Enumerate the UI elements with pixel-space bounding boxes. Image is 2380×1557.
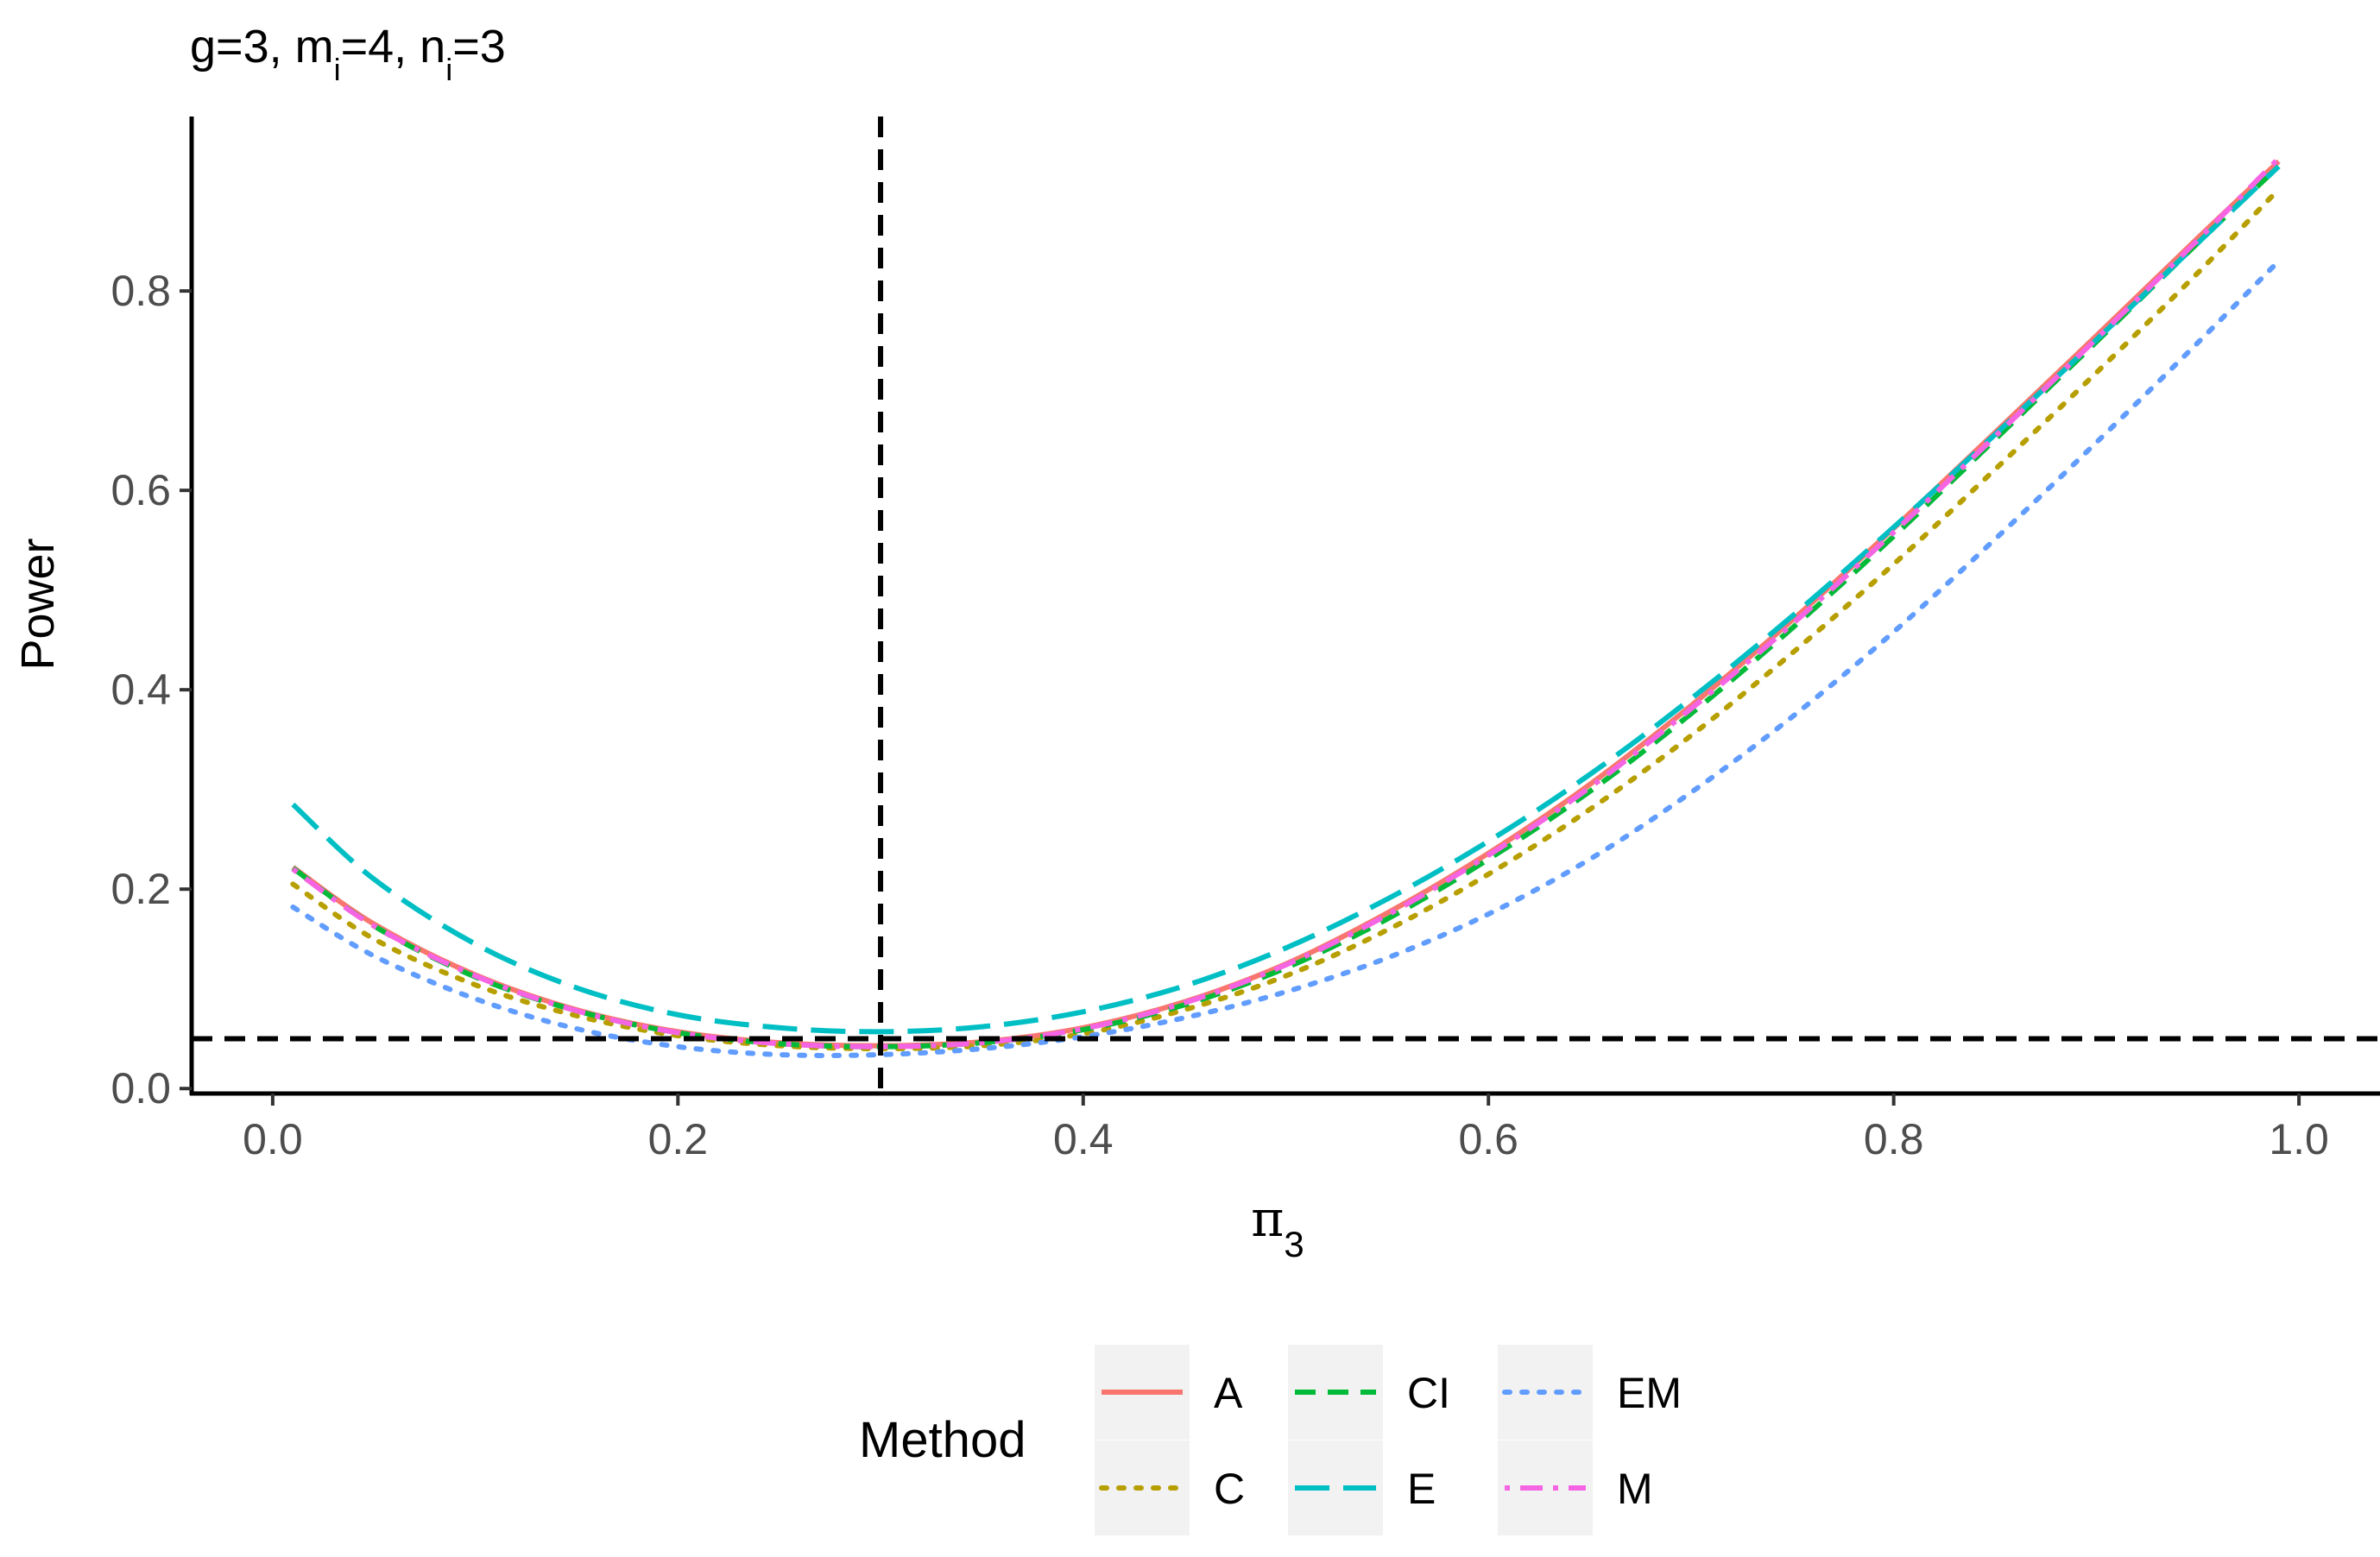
- series-line-ci: [291, 164, 2281, 1050]
- series-line-c: [290, 186, 2282, 1052]
- x-axis-title-subscript: 3: [1284, 1224, 1304, 1264]
- legend-label-c: C: [1214, 1465, 1245, 1513]
- reference-lines: [192, 117, 2380, 1094]
- x-tick-label: 1.0: [2269, 1115, 2329, 1163]
- y-tick-label: 0.2: [110, 865, 171, 913]
- series-line-a: [291, 159, 2281, 1049]
- chart-title-part-3: =3: [452, 21, 506, 72]
- series-line-em: [290, 258, 2282, 1058]
- y-axis-title: Power: [12, 538, 64, 670]
- legend-label-m: M: [1617, 1465, 1653, 1513]
- series-layer: [290, 156, 2282, 1058]
- chart-title: g=3, mi=4, ni=3: [190, 21, 506, 87]
- x-tick-label: 0.0: [243, 1115, 303, 1163]
- series-line-m: [291, 156, 2281, 1050]
- series-line-e: [291, 164, 2281, 1035]
- y-tick-label: 0.0: [110, 1064, 171, 1113]
- legend: Method AC CI E EM M: [859, 1345, 1682, 1535]
- chart-title-sub-1: i: [334, 52, 341, 87]
- x-tick-label: 0.4: [1053, 1115, 1114, 1163]
- x-axis-title: π3: [1251, 1189, 1304, 1264]
- x-axis-title-symbol: π: [1251, 1189, 1284, 1248]
- x-tick-label: 0.8: [1864, 1115, 1924, 1163]
- x-tick-label: 0.2: [648, 1115, 709, 1163]
- y-tick-label: 0.8: [110, 267, 171, 315]
- chart-title-part-2: =4, n: [341, 21, 446, 72]
- legend-label-e: E: [1407, 1465, 1436, 1513]
- legend-label-ci: CI: [1407, 1369, 1450, 1417]
- axes: 0.0 0.2 0.4 0.6 0.8 0.0 0.2 0.4 0.6 0.8 1.0: [110, 117, 2380, 1163]
- chart-title-sub-2: i: [445, 52, 452, 87]
- legend-title: Method: [859, 1412, 1026, 1468]
- legend-label-a: A: [1214, 1369, 1243, 1417]
- chart-title-part-1: g=3, m: [190, 21, 334, 72]
- y-tick-label: 0.4: [110, 665, 171, 714]
- x-tick-label: 0.6: [1458, 1115, 1518, 1163]
- y-tick-label: 0.6: [110, 466, 171, 514]
- legend-label-em: EM: [1617, 1369, 1682, 1417]
